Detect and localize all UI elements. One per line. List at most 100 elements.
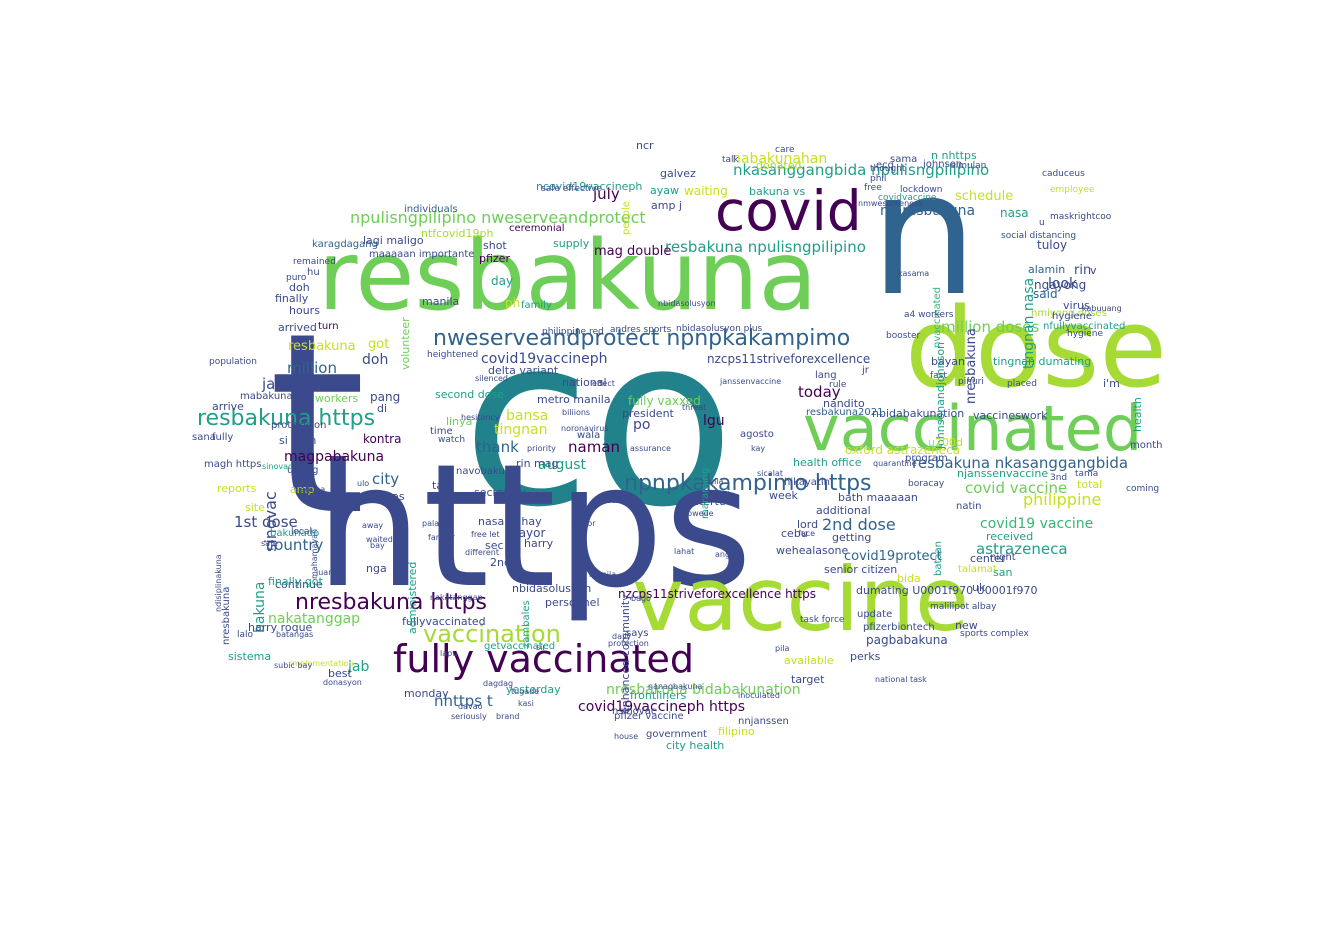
word-cloud-word: malilipot albay	[930, 602, 997, 612]
word-cloud-word: pagbabakuna	[866, 633, 948, 647]
word-cloud-word: doh	[362, 352, 389, 368]
word-cloud-word: subic bay	[274, 661, 313, 670]
word-cloud-word: bath maaaaan	[838, 491, 918, 504]
word-cloud-word: ncovid19vaccineph	[536, 180, 643, 193]
word-cloud-word: lockdown	[900, 185, 943, 195]
word-cloud-word: janssenvaccine	[720, 377, 782, 386]
word-cloud-word: palace	[422, 519, 449, 528]
word-cloud-word: resbakuna nkasanggangbida	[912, 454, 1129, 472]
word-cloud-word: getvaccinated	[484, 641, 556, 652]
word-cloud-word: wala	[577, 430, 601, 441]
word-cloud-word: people	[621, 201, 632, 235]
word-cloud-word: available	[784, 654, 834, 667]
word-cloud-word: hygiene	[1052, 311, 1093, 322]
word-cloud-word: pila	[775, 644, 790, 653]
word-cloud-word: night	[990, 552, 1016, 563]
word-cloud-word: magh https	[204, 459, 262, 470]
word-cloud-word: arrived	[278, 321, 317, 334]
word-cloud-word: center	[970, 552, 1006, 565]
word-cloud-word: nandito	[823, 397, 865, 410]
word-cloud-word: national	[562, 376, 607, 389]
word-cloud-word: nweserveandprotect npnpkakampimo	[433, 326, 851, 351]
word-cloud-word: tala	[432, 479, 453, 492]
word-cloud-word: sir	[536, 643, 546, 652]
word-cloud-word: free	[864, 183, 882, 193]
word-cloud-word: nnjanssen	[738, 716, 789, 727]
word-cloud-word: nresbakuna bidabakunation	[606, 682, 801, 698]
word-cloud-word: naman	[568, 438, 621, 456]
word-cloud-word: ecq	[876, 160, 894, 171]
word-cloud-word: janssen	[262, 375, 320, 393]
word-cloud-word: fully vaxxed	[628, 394, 701, 408]
word-cloud-word: simulan	[951, 161, 987, 171]
word-cloud-word: nzcps11striveforexcellence https	[618, 587, 816, 601]
word-cloud-word: biliions	[562, 408, 591, 417]
word-cloud-word: lord	[797, 518, 819, 531]
word-cloud-word: rin mag	[516, 457, 559, 470]
word-cloud-word: mayor	[507, 526, 546, 540]
word-cloud-word: effect	[592, 379, 615, 388]
word-cloud-word: tingnan	[494, 422, 548, 438]
word-cloud-word: threat	[682, 403, 707, 412]
word-cloud-word: kay	[751, 444, 766, 453]
word-cloud-word: nakatanggap	[430, 593, 483, 602]
word-cloud-word: local	[291, 527, 312, 537]
word-cloud-word: finally	[275, 292, 309, 305]
word-cloud-word: galvez	[660, 167, 696, 180]
word-cloud-word: duterte	[685, 495, 726, 508]
word-cloud-word: administered	[406, 561, 419, 635]
word-cloud-word: secretary	[474, 486, 526, 499]
word-cloud-word: wehealasone	[776, 544, 849, 557]
word-cloud-word: care	[775, 145, 795, 155]
word-cloud-word: million doses	[941, 318, 1040, 336]
word-cloud-word: dose	[905, 284, 1168, 412]
word-cloud-word: safe	[261, 539, 278, 548]
word-cloud-word: brand	[496, 712, 520, 721]
word-cloud-word: johnson	[923, 159, 963, 170]
word-cloud-word: government	[646, 729, 707, 740]
word-cloud-word: vaccineswork	[973, 409, 1048, 422]
word-cloud-word: n nhttps	[931, 149, 977, 162]
word-cloud-word: nresbakuna https	[295, 590, 487, 615]
word-cloud-word: covid19vaccineph https	[578, 699, 746, 715]
word-cloud-word: placed	[1007, 379, 1037, 389]
word-cloud-word: ntfcovid19ph	[421, 227, 494, 240]
word-cloud-word: rin	[1074, 263, 1092, 278]
word-cloud-word: harry roque	[248, 621, 313, 634]
word-cloud-word: kabuuang	[1082, 304, 1122, 313]
word-cloud-word: 1st dose	[234, 513, 298, 531]
word-cloud-word: ayaw	[650, 184, 679, 197]
word-cloud-word: turn	[318, 321, 339, 332]
word-cloud-word: said	[1033, 287, 1058, 301]
word-cloud-word: sinovac	[262, 462, 293, 471]
word-cloud-word: karagdagang	[312, 239, 378, 250]
word-cloud-word: pfizer vaccine	[614, 711, 684, 722]
word-cloud-word: new	[955, 619, 978, 632]
word-cloud-word: getting	[832, 531, 872, 544]
word-cloud-word: arrive	[212, 400, 244, 413]
word-cloud-word: personnel	[545, 596, 600, 609]
word-cloud-word: npnpkakampimo https	[624, 471, 872, 496]
word-cloud-word: magpabakuna	[284, 449, 385, 465]
word-cloud-word: njanssenvaccine	[957, 467, 1049, 480]
word-cloud-word: nmwesomeness	[858, 199, 923, 208]
word-cloud-word: lahat	[674, 547, 695, 556]
word-cloud-word: v	[1090, 264, 1097, 277]
word-cloud-word: n	[870, 136, 978, 334]
word-cloud-word: talk	[722, 155, 739, 165]
word-cloud-word: different	[465, 548, 499, 557]
word-cloud-word: t	[268, 279, 367, 570]
word-cloud-word: nasa	[1000, 206, 1029, 220]
word-cloud-word: fast	[930, 371, 947, 381]
word-cloud-word: reports	[217, 482, 257, 495]
word-cloud-word: nbidasolusyon	[658, 299, 716, 308]
word-cloud-word: tama	[1075, 469, 1099, 479]
word-cloud-word: bayan	[931, 355, 965, 368]
word-cloud-word: cebu	[781, 527, 808, 540]
word-cloud-word: nhttps t	[434, 692, 493, 710]
word-cloud-word: bakuna vs	[749, 185, 806, 198]
word-cloud-word: time	[430, 426, 453, 437]
word-cloud-word: individuals	[404, 204, 458, 215]
word-cloud-word: farmer	[428, 533, 455, 542]
word-cloud-word: si bath	[279, 434, 317, 447]
